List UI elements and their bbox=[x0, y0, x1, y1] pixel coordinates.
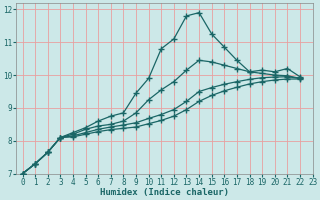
X-axis label: Humidex (Indice chaleur): Humidex (Indice chaleur) bbox=[100, 188, 229, 197]
